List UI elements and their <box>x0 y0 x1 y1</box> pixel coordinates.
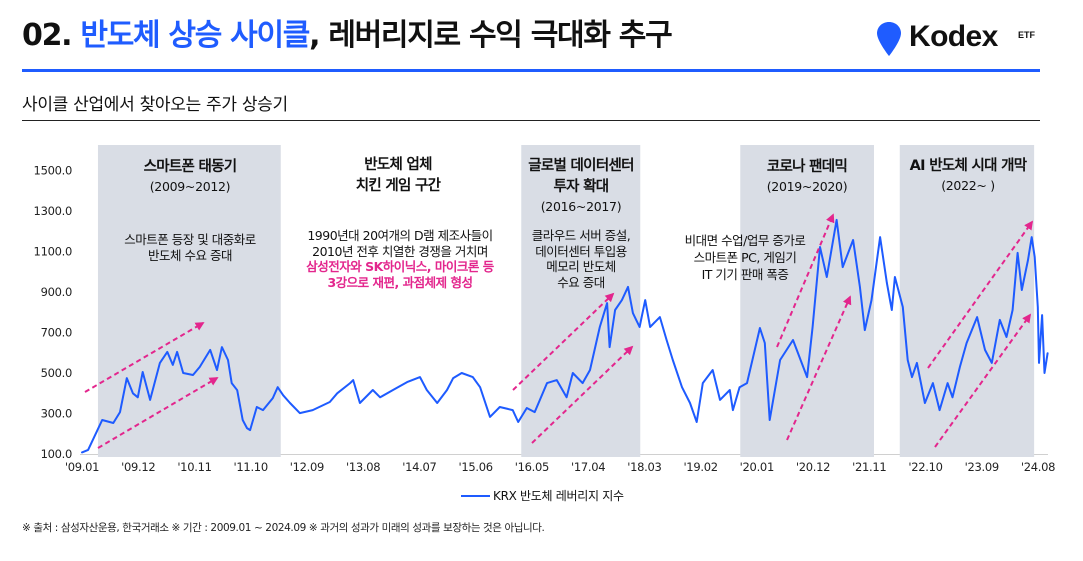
annotation-text: IT 기기 판매 폭증 <box>701 267 789 282</box>
annotation-title: 치킨 게임 구간 <box>355 178 441 194</box>
annotation-period: (2009~2012) <box>149 179 231 194</box>
annotation-text: 반도체 수요 증대 <box>148 247 232 263</box>
kodex-logo-text: Kodex <box>909 20 998 53</box>
y-tick-label: 900.0 <box>41 285 72 299</box>
trend-arrow-smartphone-lower <box>97 377 219 449</box>
highlight-bands <box>97 145 1035 457</box>
annotation-pandemic-description: 비대면 수업/업무 증가로 스마트폰 PC, 게임기 IT 기기 판매 폭증 <box>685 232 806 283</box>
annotation-smartphone-description: 스마트폰 등장 및 대중화로 반도체 수요 증대 <box>124 232 256 263</box>
logo-pin-shape <box>877 22 901 56</box>
kodex-logo-pin-icon <box>877 22 901 56</box>
trend-arrow-datacenter-upper <box>512 292 615 391</box>
annotation-ai-heading: AI 반도체 시대 개막 (2022~ ) <box>910 156 1027 195</box>
highlight-band-pandemic <box>740 145 874 457</box>
annotation-text: 수요 증대 <box>557 274 605 290</box>
legend-label: KRX 반도체 레버리지 지수 <box>493 489 624 503</box>
x-tick-label: '17.04 <box>571 460 605 474</box>
x-tick-label: '09.01 <box>65 460 99 474</box>
annotation-title: 투자 확대 <box>553 179 610 195</box>
legend-line-swatch <box>461 495 490 497</box>
annotation-text: 클라우드 서버 증설, <box>531 228 631 243</box>
annotation-period: (2022~ ) <box>941 178 995 193</box>
x-tick-label: '19.02 <box>683 460 717 474</box>
x-tick-label: '18.03 <box>627 460 661 474</box>
x-tick-label: '16.05 <box>515 460 549 474</box>
annotation-datacenter-description: 클라우드 서버 증설, 데이터센터 투입용 메모리 반도체 수요 증대 <box>531 228 631 290</box>
y-tick-label: 1500.0 <box>34 164 72 178</box>
annotation-pandemic-heading: 코로나 팬데믹 (2019~2020) <box>767 157 848 196</box>
annotation-text: 스마트폰 PC, 게임기 <box>693 250 797 265</box>
x-tick-label: '20.12 <box>796 460 830 474</box>
chart-subtitle: 사이클 산업에서 찾아오는 주가 상승기 <box>22 95 288 115</box>
title-number: 02. <box>22 18 81 53</box>
annotation-datacenter-heading: 글로벌 데이터센터 투자 확대 (2016~2017) <box>528 156 634 216</box>
y-tick-label: 1300.0 <box>34 204 72 218</box>
x-tick-label: '11.10 <box>234 460 268 474</box>
y-axis-tick-labels: 1500.0 1300.0 1100.0 900.0 700.0 500.0 300.0 10… <box>34 164 73 462</box>
annotation-highlight-text: 3강으로 재편, 과점체제 형성 <box>327 274 473 290</box>
annotation-title: 글로벌 데이터센터 <box>528 158 634 174</box>
page-title: 02. 반도체 상승 사이클, 레버리지로 수익 극대화 추구 <box>22 14 673 58</box>
series-layer <box>81 218 1049 454</box>
annotation-highlight-text: 삼성전자와 SK하이닉스, 마이크론 등 <box>306 259 494 274</box>
x-axis-tick-labels: '09.01 '09.12 '10.11 '11.10 '12.09 '13.08 '14.… <box>65 460 1056 474</box>
title-highlight: 반도체 상승 사이클 <box>80 18 310 53</box>
annotation-title: 스마트폰 태동기 <box>143 159 238 175</box>
x-tick-label: '24.08 <box>1021 460 1055 474</box>
x-tick-label: '21.11 <box>852 460 886 474</box>
x-tick-label: '12.09 <box>290 460 324 474</box>
x-tick-label: '22.10 <box>908 460 942 474</box>
y-tick-label: 100.0 <box>41 447 72 461</box>
annotation-text: 1990년대 20여개의 D램 제조사들이 <box>307 228 493 243</box>
annotation-period: (2016~2017) <box>540 199 622 214</box>
title-rest: , 레버리지로 수익 극대화 추구 <box>309 18 673 53</box>
annotation-text: 스마트폰 등장 및 대중화로 <box>124 232 256 247</box>
annotation-title: 반도체 업체 <box>364 157 432 173</box>
y-tick-label: 700.0 <box>41 326 72 340</box>
trend-arrow-ai-upper <box>927 220 1034 369</box>
highlight-band-ai <box>899 145 1035 457</box>
source-footnote: ※ 출처 : 삼성자산운용, 한국거래소 ※ 기간 : 2009.01 ~ 20… <box>22 522 545 534</box>
x-tick-label: '09.12 <box>121 460 155 474</box>
kodex-logo-suffix: ETF <box>1018 30 1035 40</box>
x-tick-label: '15.06 <box>458 460 492 474</box>
y-tick-label: 1100.0 <box>34 245 72 259</box>
trend-arrow-smartphone-upper <box>84 322 205 393</box>
trend-arrow-pandemic-lower <box>786 295 852 441</box>
subtitle-divider <box>22 120 1040 121</box>
annotation-text: 데이터센터 투입용 <box>535 243 627 259</box>
annotation-chicken-game-description: 1990년대 20여개의 D램 제조사들이 2010년 전후 치열한 경쟁을 거… <box>306 228 494 290</box>
trend-arrows <box>84 213 1034 449</box>
annotation-text: 비대면 수업/업무 증가로 <box>684 233 806 248</box>
annotation-title: AI 반도체 시대 개막 <box>909 158 1027 174</box>
annotation-smartphone-heading: 스마트폰 태동기 (2009~2012) <box>143 157 238 196</box>
annotation-period: (2019~2020) <box>766 179 848 194</box>
x-tick-label: '14.07 <box>402 460 436 474</box>
x-tick-label: '23.09 <box>965 460 999 474</box>
y-tick-label: 500.0 <box>41 366 72 380</box>
annotation-chicken-game-heading: 반도체 업체 치킨 게임 구간 <box>356 155 441 197</box>
annotation-text: 메모리 반도체 <box>546 259 616 274</box>
header-divider-blue <box>22 69 1040 72</box>
annotation-title: 코로나 팬데믹 <box>766 159 848 175</box>
x-tick-label: '20.01 <box>740 460 774 474</box>
x-tick-label: '13.08 <box>346 460 380 474</box>
highlight-band-smartphone <box>97 145 281 457</box>
y-tick-label: 300.0 <box>41 407 72 421</box>
x-tick-label: '10.11 <box>177 460 211 474</box>
trend-arrow-pandemic-upper <box>776 213 835 348</box>
annotation-text: 2010년 전후 치열한 경쟁을 거치며 <box>312 243 488 259</box>
trend-arrow-datacenter-lower <box>531 345 634 444</box>
series-line-0 <box>81 218 1049 454</box>
trend-arrow-ai-lower <box>934 313 1032 448</box>
